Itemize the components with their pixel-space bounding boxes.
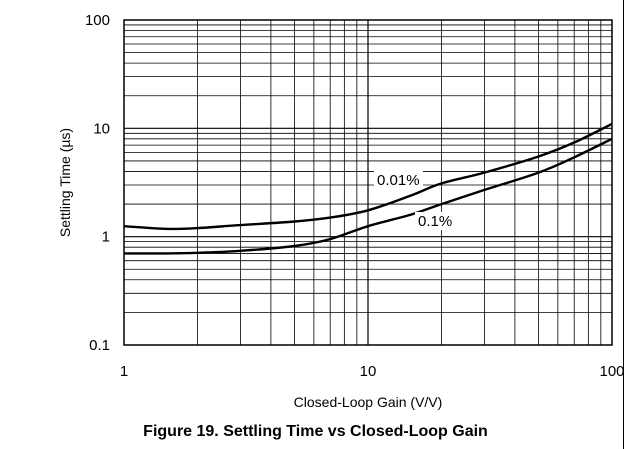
x-tick-label: 1 xyxy=(120,363,128,380)
y-tick-label: 100 xyxy=(85,12,110,29)
series-label: 0.1% xyxy=(418,213,452,230)
y-tick-label: 1 xyxy=(102,229,110,246)
series-line-settle-01pct xyxy=(123,137,613,255)
series-label-bg xyxy=(415,212,455,230)
x-axis-label: Closed-Loop Gain (V/V) xyxy=(294,394,443,410)
y-axis-label: Settling Time (µs) xyxy=(57,128,73,237)
grid xyxy=(124,20,612,345)
series-group xyxy=(123,122,613,255)
series-label-bg xyxy=(374,171,423,189)
plot-frame xyxy=(123,19,613,346)
series-line-settle-001pct xyxy=(123,122,613,231)
figure-caption: Figure 19. Settling Time vs Closed-Loop … xyxy=(143,423,488,440)
x-tick-label: 100 xyxy=(599,363,624,380)
y-tick-label: 10 xyxy=(93,120,110,137)
y-tick-label: 0.1 xyxy=(89,337,110,354)
series-labels: 0.01% 0.1% xyxy=(374,171,455,230)
y-tick-labels: 0.1 1 10 100 xyxy=(85,12,110,354)
x-tick-labels: 1 10 100 xyxy=(120,363,625,380)
series-label: 0.01% xyxy=(377,172,420,189)
page-rule xyxy=(623,0,624,449)
x-tick-label: 10 xyxy=(360,363,377,380)
